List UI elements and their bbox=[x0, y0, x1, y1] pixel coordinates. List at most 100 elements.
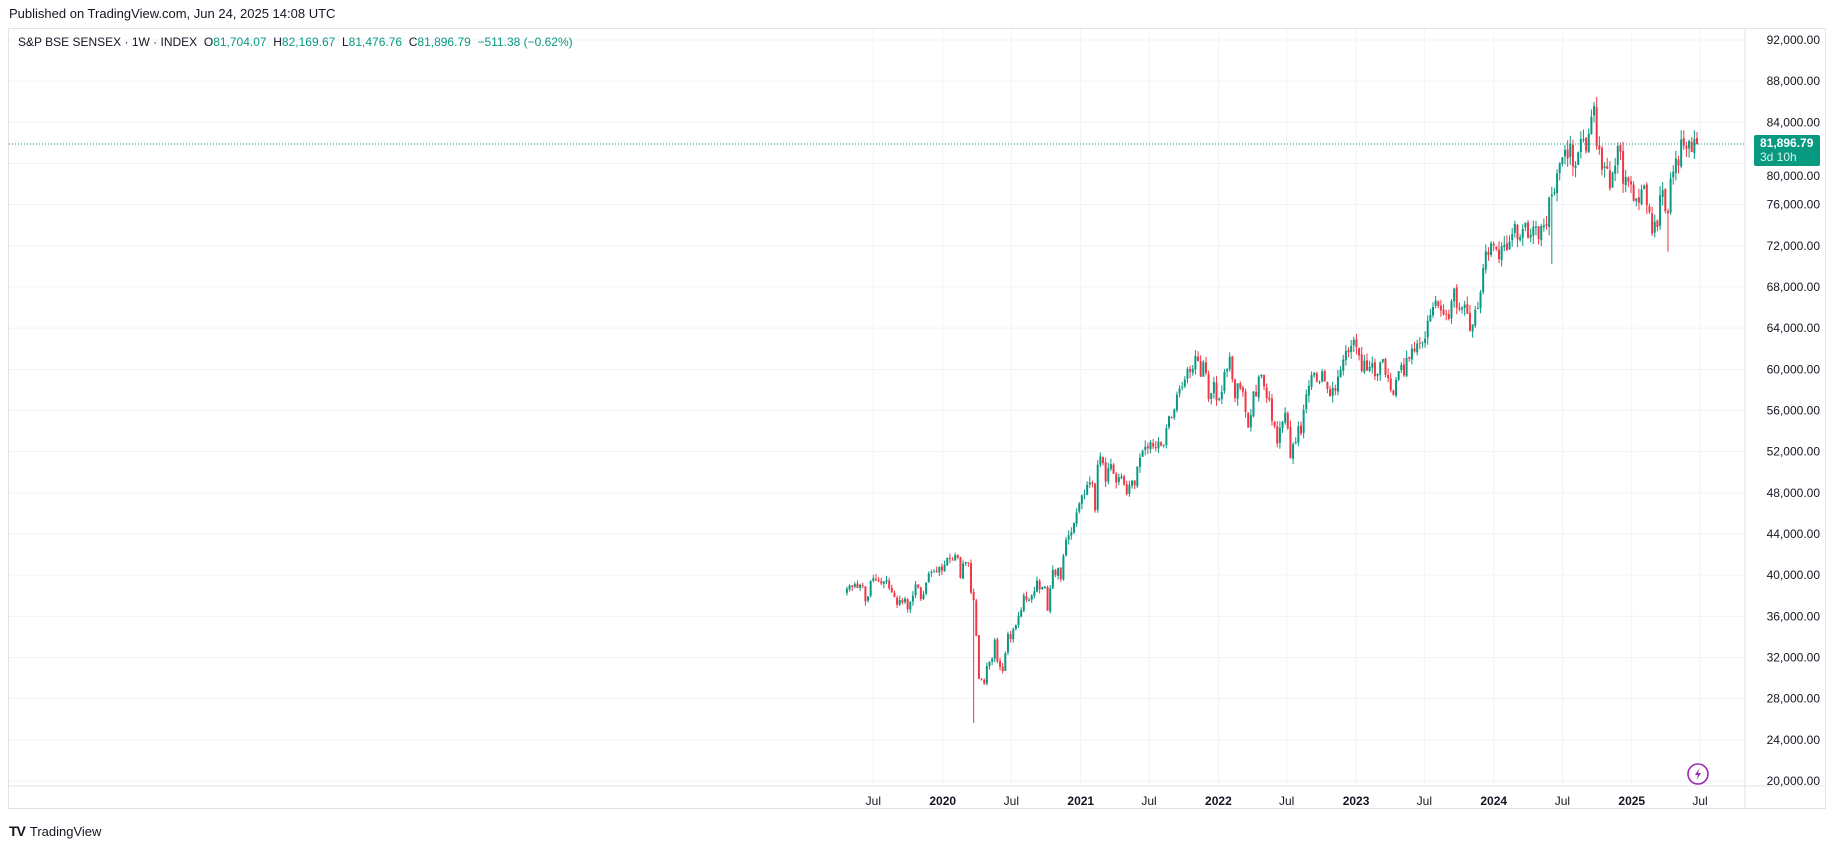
candle bbox=[1080, 494, 1083, 510]
candle bbox=[1342, 354, 1345, 376]
candle-body bbox=[1384, 358, 1387, 375]
candle-body bbox=[1595, 107, 1598, 147]
candle bbox=[1059, 567, 1062, 582]
candle-body bbox=[1236, 383, 1239, 399]
candle-body bbox=[1426, 320, 1429, 338]
candle-body bbox=[1598, 145, 1601, 150]
candle-body bbox=[940, 566, 943, 571]
candle-body bbox=[1318, 381, 1321, 383]
candle-body bbox=[1086, 484, 1089, 495]
candle bbox=[1384, 357, 1387, 378]
price-label: 81,896.79 3d 10h bbox=[1754, 134, 1820, 166]
candle-body bbox=[1455, 287, 1458, 308]
candle bbox=[901, 597, 904, 605]
candle bbox=[1041, 586, 1044, 590]
candle bbox=[1622, 141, 1625, 193]
candle-body bbox=[1360, 354, 1363, 371]
candle-body bbox=[1355, 339, 1358, 347]
candle-body bbox=[1680, 139, 1683, 167]
candle bbox=[1527, 220, 1530, 239]
candle bbox=[1405, 350, 1408, 377]
candle bbox=[933, 569, 936, 573]
candle bbox=[1030, 594, 1033, 604]
candle-body bbox=[1168, 416, 1170, 428]
candle-body bbox=[1249, 415, 1252, 428]
candle bbox=[874, 573, 877, 582]
candle-body bbox=[1334, 388, 1337, 391]
candle bbox=[1548, 196, 1551, 236]
candle bbox=[1249, 409, 1252, 432]
lightning-icon[interactable] bbox=[1687, 763, 1709, 785]
candle-body bbox=[922, 594, 925, 599]
candle bbox=[1204, 356, 1207, 376]
candle bbox=[1574, 161, 1577, 178]
candle-body bbox=[1611, 172, 1614, 188]
candle-body bbox=[877, 579, 880, 581]
candle-body bbox=[970, 563, 972, 593]
candle-body bbox=[1115, 473, 1118, 483]
candle bbox=[1284, 407, 1287, 425]
x-tick-label: 2023 bbox=[1343, 794, 1370, 808]
y-tick-label: 68,000.00 bbox=[1767, 280, 1821, 294]
x-tick-label: Jul bbox=[1004, 794, 1019, 808]
candle-body bbox=[1278, 427, 1281, 443]
candle bbox=[1587, 128, 1590, 153]
candle bbox=[1278, 421, 1281, 449]
candle bbox=[1038, 578, 1041, 594]
y-tick-label: 24,000.00 bbox=[1767, 733, 1821, 747]
candle bbox=[1228, 352, 1231, 372]
candle bbox=[1154, 441, 1157, 452]
candle bbox=[1352, 336, 1355, 352]
candle-body bbox=[1289, 427, 1292, 459]
symbol-title[interactable]: S&P BSE SENSEX · 1W · INDEX bbox=[18, 35, 198, 49]
candle bbox=[1556, 169, 1559, 202]
candle-body bbox=[919, 587, 922, 600]
candle bbox=[1476, 301, 1479, 310]
candle-body bbox=[1696, 138, 1698, 144]
candle bbox=[1120, 473, 1123, 480]
candle-body bbox=[1661, 190, 1664, 197]
candle-body bbox=[1154, 447, 1157, 449]
candle bbox=[1561, 157, 1564, 167]
candle-body bbox=[1075, 512, 1078, 524]
candle-body bbox=[1614, 165, 1617, 174]
candle-body bbox=[1199, 361, 1202, 377]
candle bbox=[1310, 371, 1313, 391]
chart-frame[interactable] bbox=[8, 28, 1826, 809]
candle-body bbox=[1300, 425, 1302, 434]
footer: TV TradingView bbox=[9, 823, 101, 839]
candle-body bbox=[880, 581, 883, 584]
candle-body bbox=[893, 592, 896, 597]
footer-brand[interactable]: TradingView bbox=[29, 823, 102, 839]
candle bbox=[1273, 421, 1276, 429]
candle bbox=[1170, 416, 1173, 419]
candle bbox=[1516, 223, 1519, 248]
candle bbox=[1197, 351, 1200, 362]
candle bbox=[1138, 453, 1141, 473]
candle-body bbox=[1387, 375, 1390, 379]
candle-body bbox=[1231, 356, 1234, 380]
candle bbox=[1004, 651, 1007, 672]
candle-body bbox=[980, 679, 983, 681]
candle bbox=[943, 560, 946, 572]
candle bbox=[882, 581, 885, 589]
candle bbox=[906, 598, 909, 613]
candle-body bbox=[1286, 413, 1289, 428]
candle bbox=[1268, 390, 1271, 402]
candle-body bbox=[1677, 159, 1680, 166]
candle-body bbox=[1255, 391, 1258, 397]
y-tick-label: 36,000.00 bbox=[1767, 609, 1821, 623]
candle bbox=[1608, 161, 1611, 191]
candle-body bbox=[1619, 145, 1622, 152]
candle bbox=[1614, 157, 1617, 181]
candle-body bbox=[1685, 145, 1688, 149]
candle bbox=[1344, 344, 1347, 366]
candle-body bbox=[1579, 139, 1582, 153]
candle-body bbox=[1363, 360, 1366, 372]
candle bbox=[1474, 305, 1477, 329]
candle bbox=[877, 576, 880, 583]
candle-body bbox=[1381, 359, 1384, 362]
candle-body bbox=[1519, 237, 1522, 241]
tradingview-logo-icon[interactable]: TV bbox=[9, 823, 26, 839]
